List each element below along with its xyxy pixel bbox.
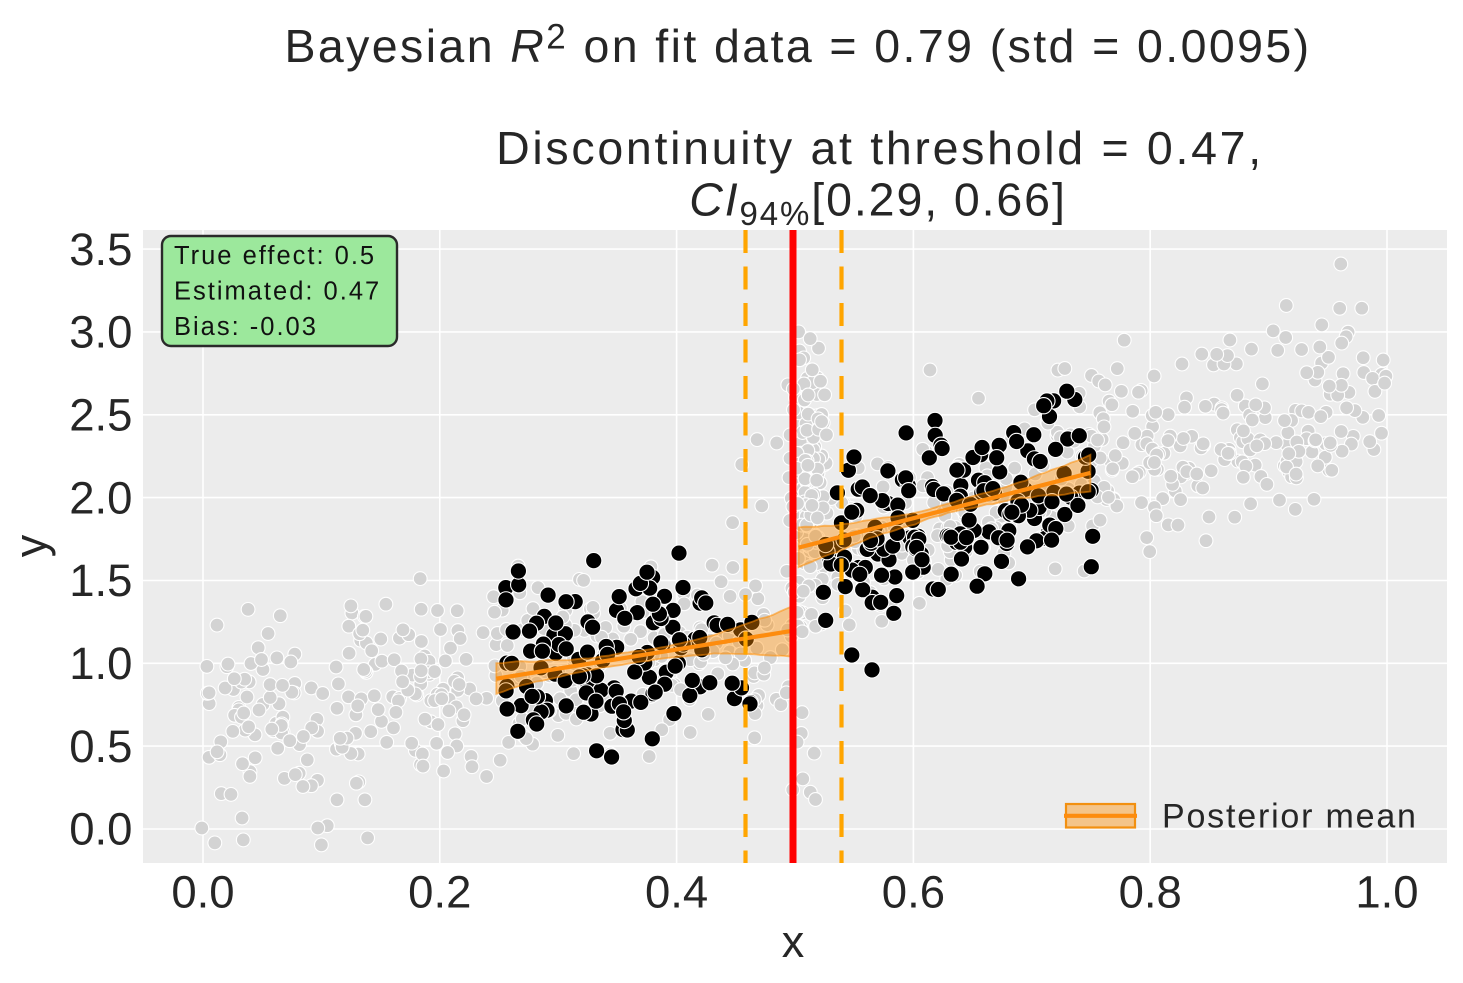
svg-text:0.0: 0.0: [69, 804, 132, 855]
svg-text:2.5: 2.5: [69, 389, 132, 440]
svg-text:2.0: 2.0: [69, 472, 132, 523]
svg-text:3.5: 3.5: [69, 224, 132, 275]
svg-text:0.4: 0.4: [645, 867, 708, 918]
svg-text:Bayesian R2 on fit data = 0.79: Bayesian R2 on fit data = 0.79 (std = 0.…: [284, 18, 1311, 73]
svg-text:1.0: 1.0: [1355, 867, 1418, 918]
svg-text:Posterior mean: Posterior mean: [1162, 798, 1418, 836]
svg-text:0.2: 0.2: [408, 867, 471, 918]
svg-text:1.0: 1.0: [69, 638, 132, 689]
svg-text:3.0: 3.0: [69, 307, 132, 358]
svg-text:0.0: 0.0: [171, 867, 234, 918]
svg-text:Discontinuity at threshold = 0: Discontinuity at threshold = 0.47,: [496, 122, 1264, 174]
svg-text:0.8: 0.8: [1119, 867, 1182, 918]
svg-text:CI94%[0.29, 0.66]: CI94%[0.29, 0.66]: [689, 174, 1067, 233]
svg-text:1.5: 1.5: [69, 555, 132, 606]
svg-text:0.6: 0.6: [882, 867, 945, 918]
svg-text:y: y: [5, 534, 56, 557]
svg-text:Bias: -0.03: Bias: -0.03: [174, 313, 318, 341]
svg-text:0.5: 0.5: [69, 721, 132, 772]
svg-text:True effect: 0.5: True effect: 0.5: [174, 242, 376, 270]
svg-text:x: x: [782, 916, 805, 967]
svg-text:Estimated: 0.47: Estimated: 0.47: [174, 278, 381, 306]
